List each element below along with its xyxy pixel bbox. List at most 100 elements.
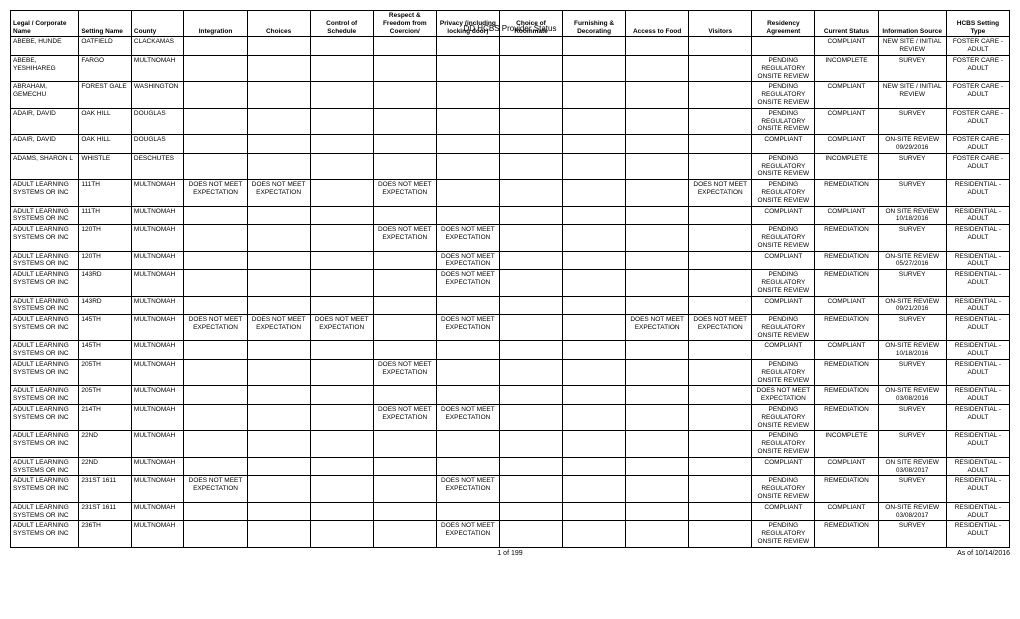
table-cell: MULTNOMAH bbox=[131, 225, 184, 251]
table-cell: DOES NOT MEET EXPECTATION bbox=[436, 270, 499, 296]
table-cell bbox=[499, 82, 562, 108]
table-cell bbox=[184, 82, 247, 108]
table-cell: MULTNOMAH bbox=[131, 315, 184, 341]
table-cell bbox=[373, 37, 436, 56]
table-cell bbox=[563, 405, 626, 431]
table-cell: ADULT LEARNING SYSTEMS OR INC bbox=[11, 360, 79, 386]
table-cell: REMEDIATION bbox=[815, 360, 878, 386]
table-cell bbox=[373, 206, 436, 225]
table-cell bbox=[689, 251, 752, 270]
table-cell: DOES NOT MEET EXPECTATION bbox=[436, 476, 499, 502]
table-cell bbox=[436, 386, 499, 405]
table-cell bbox=[563, 360, 626, 386]
table-cell bbox=[563, 457, 626, 476]
table-cell: RESIDENTIAL - ADULT bbox=[946, 360, 1009, 386]
table-cell bbox=[373, 135, 436, 154]
table-cell: RESIDENTIAL - ADULT bbox=[946, 270, 1009, 296]
table-row: ADULT LEARNING SYSTEMS OR INC22NDMULTNOM… bbox=[11, 431, 1010, 457]
table-cell bbox=[247, 206, 310, 225]
table-cell: OATFIELD bbox=[79, 37, 132, 56]
table-cell: MULTNOMAH bbox=[131, 296, 184, 315]
table-cell bbox=[563, 521, 626, 547]
table-cell: DOES NOT MEET EXPECTATION bbox=[373, 360, 436, 386]
table-cell: RESIDENTIAL - ADULT bbox=[946, 502, 1009, 521]
table-cell: DOES NOT MEET EXPECTATION bbox=[373, 225, 436, 251]
table-cell: ADULT LEARNING SYSTEMS OR INC bbox=[11, 502, 79, 521]
table-cell: INCOMPLETE bbox=[815, 431, 878, 457]
table-row: ADULT LEARNING SYSTEMS OR INC111THMULTNO… bbox=[11, 180, 1010, 206]
table-cell bbox=[499, 476, 562, 502]
table-cell: REMEDIATION bbox=[815, 180, 878, 206]
table-cell bbox=[247, 502, 310, 521]
table-cell bbox=[310, 296, 373, 315]
table-cell: SURVEY bbox=[878, 521, 946, 547]
table-cell: ADULT LEARNING SYSTEMS OR INC bbox=[11, 405, 79, 431]
table-cell: COMPLIANT bbox=[815, 135, 878, 154]
table-cell: FOSTER CARE - ADULT bbox=[946, 135, 1009, 154]
table-cell: PENDING REGULATORY ONSITE REVIEW bbox=[752, 405, 815, 431]
table-cell: SURVEY bbox=[878, 270, 946, 296]
table-cell: ADAIR, DAVID bbox=[11, 108, 79, 134]
table-row: ADULT LEARNING SYSTEMS OR INC214THMULTNO… bbox=[11, 405, 1010, 431]
table-cell bbox=[184, 153, 247, 179]
table-row: ADULT LEARNING SYSTEMS OR INC231ST 1611M… bbox=[11, 502, 1010, 521]
table-cell: ADULT LEARNING SYSTEMS OR INC bbox=[11, 296, 79, 315]
table-cell bbox=[563, 37, 626, 56]
table-cell: 120TH bbox=[79, 251, 132, 270]
table-cell bbox=[499, 225, 562, 251]
table-cell: ADULT LEARNING SYSTEMS OR INC bbox=[11, 476, 79, 502]
footer-page: 1 of 199 bbox=[10, 550, 1010, 557]
table-cell bbox=[310, 55, 373, 81]
table-cell bbox=[499, 386, 562, 405]
table-cell: DOES NOT MEET EXPECTATION bbox=[373, 405, 436, 431]
table-cell bbox=[689, 108, 752, 134]
table-cell bbox=[689, 341, 752, 360]
table-cell bbox=[436, 153, 499, 179]
table-cell bbox=[499, 37, 562, 56]
table-cell bbox=[184, 206, 247, 225]
table-row: ADULT LEARNING SYSTEMS OR INC145THMULTNO… bbox=[11, 315, 1010, 341]
table-cell: RESIDENTIAL - ADULT bbox=[946, 386, 1009, 405]
table-cell: INCOMPLETE bbox=[815, 153, 878, 179]
table-cell bbox=[373, 270, 436, 296]
table-cell: ADAMS, SHARON L bbox=[11, 153, 79, 179]
table-cell bbox=[626, 135, 689, 154]
table-cell: MULTNOMAH bbox=[131, 521, 184, 547]
table-cell bbox=[563, 270, 626, 296]
provider-table: Legal / Corporate NameSetting NameCounty… bbox=[10, 10, 1010, 548]
table-cell bbox=[310, 108, 373, 134]
table-cell bbox=[499, 153, 562, 179]
table-cell: ABEBE, YESHIHAREG bbox=[11, 55, 79, 81]
table-cell bbox=[563, 476, 626, 502]
table-cell: COMPLIANT bbox=[752, 296, 815, 315]
table-cell bbox=[247, 251, 310, 270]
table-cell: COMPLIANT bbox=[752, 135, 815, 154]
table-cell: PENDING REGULATORY ONSITE REVIEW bbox=[752, 431, 815, 457]
table-cell bbox=[563, 55, 626, 81]
table-cell bbox=[247, 82, 310, 108]
table-cell: COMPLIANT bbox=[752, 251, 815, 270]
table-cell: REMEDIATION bbox=[815, 405, 878, 431]
table-cell bbox=[373, 82, 436, 108]
table-cell: REMEDIATION bbox=[815, 386, 878, 405]
table-cell bbox=[310, 405, 373, 431]
table-cell: 236TH bbox=[79, 521, 132, 547]
table-cell bbox=[436, 360, 499, 386]
table-cell bbox=[436, 55, 499, 81]
table-cell: 231ST 1611 bbox=[79, 502, 132, 521]
table-cell bbox=[247, 457, 310, 476]
table-cell: DOES NOT MEET EXPECTATION bbox=[689, 315, 752, 341]
table-cell bbox=[184, 296, 247, 315]
table-row: ABRAHAM, GEMECHUFOREST GALEWASHINGTONPEN… bbox=[11, 82, 1010, 108]
table-cell: ADAIR, DAVID bbox=[11, 135, 79, 154]
table-cell: CLACKAMAS bbox=[131, 37, 184, 56]
table-cell: MULTNOMAH bbox=[131, 386, 184, 405]
table-cell: 22ND bbox=[79, 431, 132, 457]
table-row: ADULT LEARNING SYSTEMS OR INC120THMULTNO… bbox=[11, 225, 1010, 251]
table-cell: COMPLIANT bbox=[815, 341, 878, 360]
table-cell: FOSTER CARE - ADULT bbox=[946, 153, 1009, 179]
table-cell bbox=[626, 386, 689, 405]
table-cell bbox=[689, 457, 752, 476]
table-cell: FOREST GALE bbox=[79, 82, 132, 108]
table-cell bbox=[563, 315, 626, 341]
